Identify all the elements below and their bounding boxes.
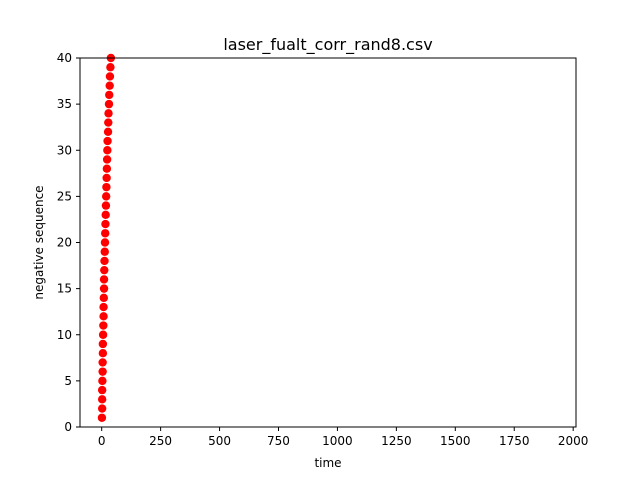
data-point: [101, 229, 110, 238]
data-point: [97, 395, 107, 404]
y-tick-label: 30: [57, 143, 72, 157]
x-axis-label: time: [314, 456, 341, 470]
data-point: [98, 358, 107, 367]
y-tick-label: 25: [57, 189, 72, 203]
data-point: [101, 201, 111, 210]
data-point: [100, 247, 109, 256]
data-point: [104, 99, 114, 109]
x-tick-label: 1000: [322, 434, 353, 448]
y-tick-label: 10: [57, 328, 72, 342]
y-tick-label: 5: [64, 374, 72, 388]
data-point: [101, 210, 110, 220]
x-tick-label: 500: [208, 434, 231, 448]
data-point: [103, 146, 112, 155]
data-point: [104, 109, 113, 118]
data-point: [98, 349, 108, 358]
chart-title: laser_fualt_corr_rand8.csv: [223, 35, 432, 55]
y-tick-label: 35: [57, 97, 72, 111]
data-point: [102, 155, 112, 164]
x-tick-label: 2000: [558, 434, 589, 448]
data-point: [97, 385, 107, 395]
data-point: [98, 376, 107, 386]
data-point: [99, 312, 108, 321]
data-point: [106, 63, 115, 72]
data-point: [100, 265, 109, 275]
y-tick-label: 40: [57, 51, 72, 65]
data-point: [100, 238, 110, 247]
y-tick-label: 15: [57, 282, 72, 296]
data-point: [102, 173, 111, 183]
data-point: [102, 182, 111, 192]
data-point: [101, 219, 110, 229]
data-point: [98, 339, 108, 349]
data-point: [100, 256, 109, 266]
plot-area: [80, 58, 576, 427]
data-point: [98, 330, 108, 339]
data-point: [103, 127, 113, 136]
x-tick-label: 0: [98, 434, 106, 448]
x-tick-label: 1750: [499, 434, 530, 448]
data-point: [105, 90, 114, 100]
y-axis-label: negative sequence: [32, 185, 46, 299]
data-point: [102, 164, 112, 173]
data-point: [97, 413, 107, 422]
data-point: [99, 321, 108, 330]
data-point: [104, 118, 113, 127]
plot-frame: [79, 57, 577, 428]
data-point: [98, 367, 107, 376]
data-points: [97, 53, 116, 422]
data-point: [105, 81, 114, 90]
data-point: [103, 136, 112, 146]
x-tick-label: 1250: [381, 434, 412, 448]
y-axis-ticks: 0 5 10 15 20 25 30 35 40: [57, 51, 80, 434]
data-point: [101, 192, 111, 201]
y-tick-label: 20: [57, 236, 72, 250]
data-point: [99, 275, 109, 284]
x-tick-label: 1500: [440, 434, 471, 448]
y-tick-label: 0: [64, 420, 72, 434]
data-point: [99, 302, 108, 312]
x-axis-ticks: 0 250 500 750 1000 1250 1500 1750 2000: [98, 427, 589, 448]
x-tick-label: 750: [267, 434, 290, 448]
x-tick-label: 250: [149, 434, 172, 448]
data-point: [99, 293, 109, 303]
data-point: [99, 284, 109, 293]
data-point: [105, 72, 115, 81]
data-point: [97, 404, 107, 413]
